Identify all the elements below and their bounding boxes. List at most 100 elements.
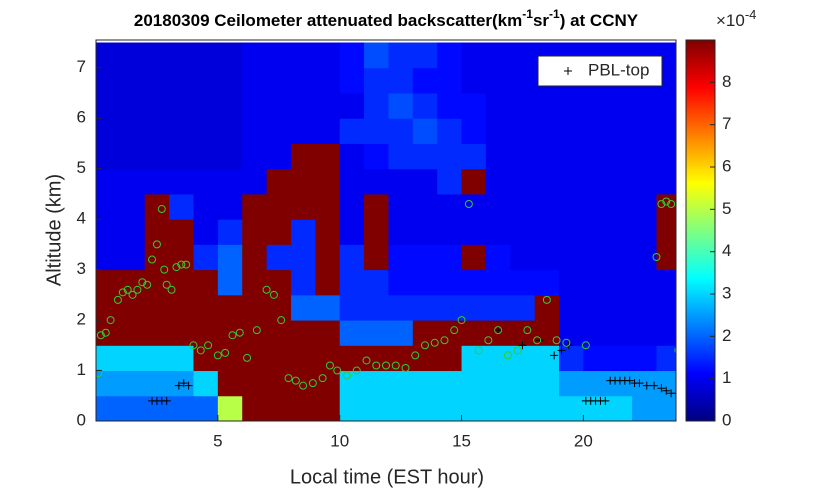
heatmap-cell [534,294,560,321]
heatmap-cell [461,193,487,220]
circle-marker [143,280,152,289]
heatmap-cell [559,118,584,144]
heatmap-cell [461,92,487,119]
heatmap-cell [169,269,194,296]
heatmap-cell [412,219,438,245]
heatmap-cell [242,42,268,69]
heatmap-cell [315,67,341,94]
heatmap-cell [315,269,341,296]
heatmap-cell [169,320,194,346]
heatmap-cell [583,168,609,195]
heatmap-cell [534,193,560,220]
heatmap-cell [242,168,268,195]
heatmap-cell [266,193,292,220]
heatmap-cell [290,244,316,271]
heatmap-cell [144,193,170,220]
heatmap-cell [96,320,121,346]
heatmap-cell [461,143,487,170]
heatmap-cell [144,92,170,119]
pbl-marker [625,376,634,385]
heatmap-cell [290,92,316,119]
heatmap-cell [290,269,316,296]
heatmap-cell [193,244,219,271]
heatmap-cell [412,244,438,271]
heatmap-cell [388,143,414,170]
heatmap-cell [656,92,676,119]
heatmap-cell [607,193,633,220]
heatmap-cell [437,193,463,220]
heatmap-cell [217,67,243,94]
heatmap-cell [583,370,609,397]
heatmap-cell [266,168,292,195]
heatmap-cell [169,294,194,321]
colorbar-label-base: ×10 [716,11,745,30]
heatmap-cell [266,92,292,119]
heatmap-cell [315,143,341,170]
heatmap-cell [583,193,609,220]
circle-marker [662,197,671,206]
circle-marker [152,240,161,249]
heatmap-cell [510,143,536,170]
heatmap-cell [534,92,560,119]
heatmap-cell [607,92,633,119]
heatmap-cell [364,67,389,94]
heatmap-cell [534,168,560,195]
heatmap-cell [656,168,676,195]
circle-marker [96,369,103,378]
circle-marker [148,255,157,264]
heatmap-cell [485,118,511,144]
heatmap-cell [315,370,341,397]
x-tick-label: 20 [574,431,593,450]
heatmap-cell [485,143,511,170]
heatmap-cell [388,168,414,195]
heatmap-cell [559,244,584,271]
heatmap-cell [632,395,658,421]
colorbar-tick-label: 6 [722,156,731,175]
heatmap-cell [217,370,243,397]
heatmap-cell [193,193,219,220]
pbl-marker [657,384,666,393]
heatmap-cell [510,269,536,296]
heatmap-cell [364,92,389,119]
heatmap-cell [169,219,194,245]
circle-marker [401,364,410,373]
heatmap-cell [485,193,511,220]
heatmap-cell [144,143,170,170]
plot-area [96,42,676,421]
circle-marker [484,336,493,345]
heatmap-cell [120,92,146,119]
pbl-marker [184,381,193,390]
heatmap-cell [339,395,365,421]
heatmap-cell [559,370,584,397]
heatmap-cell [437,92,463,119]
heatmap-cell [388,219,414,245]
heatmap-cell [607,168,633,195]
circle-marker [440,336,449,345]
heatmap-cell [388,269,414,296]
heatmap-cell [193,294,219,321]
heatmap-cell [485,294,511,321]
heatmap-cell [510,244,536,271]
heatmap-cell [266,118,292,144]
y-tick-label: 5 [77,158,86,177]
heatmap-cell [656,219,676,245]
heatmap-cell [242,67,268,94]
heatmap-cell [388,193,414,220]
heatmap-cell [412,42,438,69]
circle-marker [474,346,483,355]
heatmap-cell [364,320,389,346]
heatmap-cell [290,294,316,321]
y-axis-label: Altitude (km) [43,174,65,286]
heatmap-cell [388,395,414,421]
heatmap-cell [437,395,463,421]
heatmap-cell [364,168,389,195]
heatmap-cell [485,395,511,421]
heatmap-cell [193,92,219,119]
heatmap-cell [388,118,414,144]
heatmap-cell [559,294,584,321]
heatmap-cell [242,193,268,220]
heatmap-cell [290,168,316,195]
heatmap-cell [96,143,121,170]
circle-marker [542,295,551,304]
heatmap-cell [510,219,536,245]
